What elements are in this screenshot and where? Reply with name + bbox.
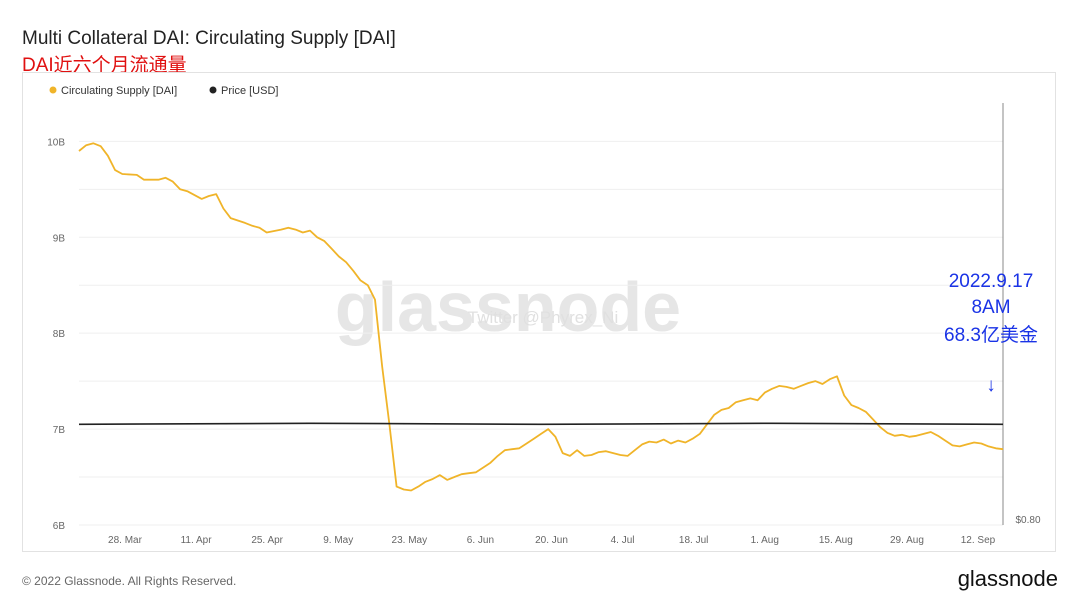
series-line-circulating-supply[interactable] — [78, 142, 1004, 492]
legend: Circulating Supply [DAI] Price [USD] — [49, 85, 278, 97]
y-tick-label: 7B — [53, 425, 66, 436]
chart-panel: Circulating Supply [DAI] Price [USD] gla… — [22, 72, 1056, 552]
chart-subtitle: DAI近六个月流通量 — [22, 55, 187, 76]
footer-copyright: © 2022 Glassnode. All Rights Reserved. — [22, 574, 237, 588]
x-tick-label: 20. Jun — [535, 535, 568, 546]
annotation-date: 2022.9.17 — [949, 271, 1034, 292]
x-tick-label: 23. May — [392, 535, 428, 546]
y-tick-label: 6B — [53, 521, 66, 532]
legend-swatch-supply — [49, 86, 57, 94]
y-tick-label: 8B — [53, 329, 66, 340]
y-tick-label: 9B — [53, 233, 66, 244]
legend-label-supply[interactable]: Circulating Supply [DAI] — [61, 85, 177, 97]
x-tick-label: 28. Mar — [108, 535, 143, 546]
watermark-handle: Twitter @Phyrex_Ni — [468, 308, 618, 327]
x-tick-label: 12. Sep — [961, 535, 996, 546]
x-tick-label: 11. Apr — [181, 535, 213, 546]
legend-label-price[interactable]: Price [USD] — [221, 85, 278, 97]
annotation-time: 8AM — [971, 297, 1010, 318]
y-tick-label: 10B — [47, 137, 65, 148]
right-axis-label: $0.80 — [1015, 515, 1040, 526]
watermark: glassnode Twitter @Phyrex_Ni — [335, 268, 681, 346]
y-axis-ticks: 6B 7B 8B 9B 10B — [47, 137, 65, 532]
annotation: 2022.9.17 8AM 68.3亿美金 ↓ — [944, 271, 1038, 396]
x-tick-label: 15. Aug — [819, 535, 853, 546]
x-tick-label: 29. Aug — [890, 535, 924, 546]
x-tick-label: 4. Jul — [611, 535, 635, 546]
watermark-brand: glassnode — [335, 268, 681, 346]
x-tick-label: 1. Aug — [751, 535, 779, 546]
x-tick-label: 18. Jul — [679, 535, 708, 546]
series-line-price[interactable] — [78, 422, 1004, 426]
x-tick-label: 9. May — [323, 535, 353, 546]
x-tick-label: 25. Apr — [251, 535, 283, 546]
legend-swatch-price — [209, 86, 217, 94]
x-axis-ticks: 28. Mar 11. Apr 25. Apr 9. May 23. May 6. Jun… — [108, 535, 996, 546]
chart-title: Multi Collateral DAI: Circulating Supply… — [22, 28, 396, 49]
annotation-arrow-icon: ↓ — [986, 375, 996, 396]
footer-brand-logo[interactable]: glassnode — [957, 566, 1058, 591]
grid — [79, 140, 1003, 526]
annotation-amount: 68.3亿美金 — [944, 324, 1038, 346]
series-group — [78, 142, 1004, 492]
chart-svg: Circulating Supply [DAI] Price [USD] gla… — [47, 85, 1041, 546]
x-tick-label: 6. Jun — [467, 535, 494, 546]
